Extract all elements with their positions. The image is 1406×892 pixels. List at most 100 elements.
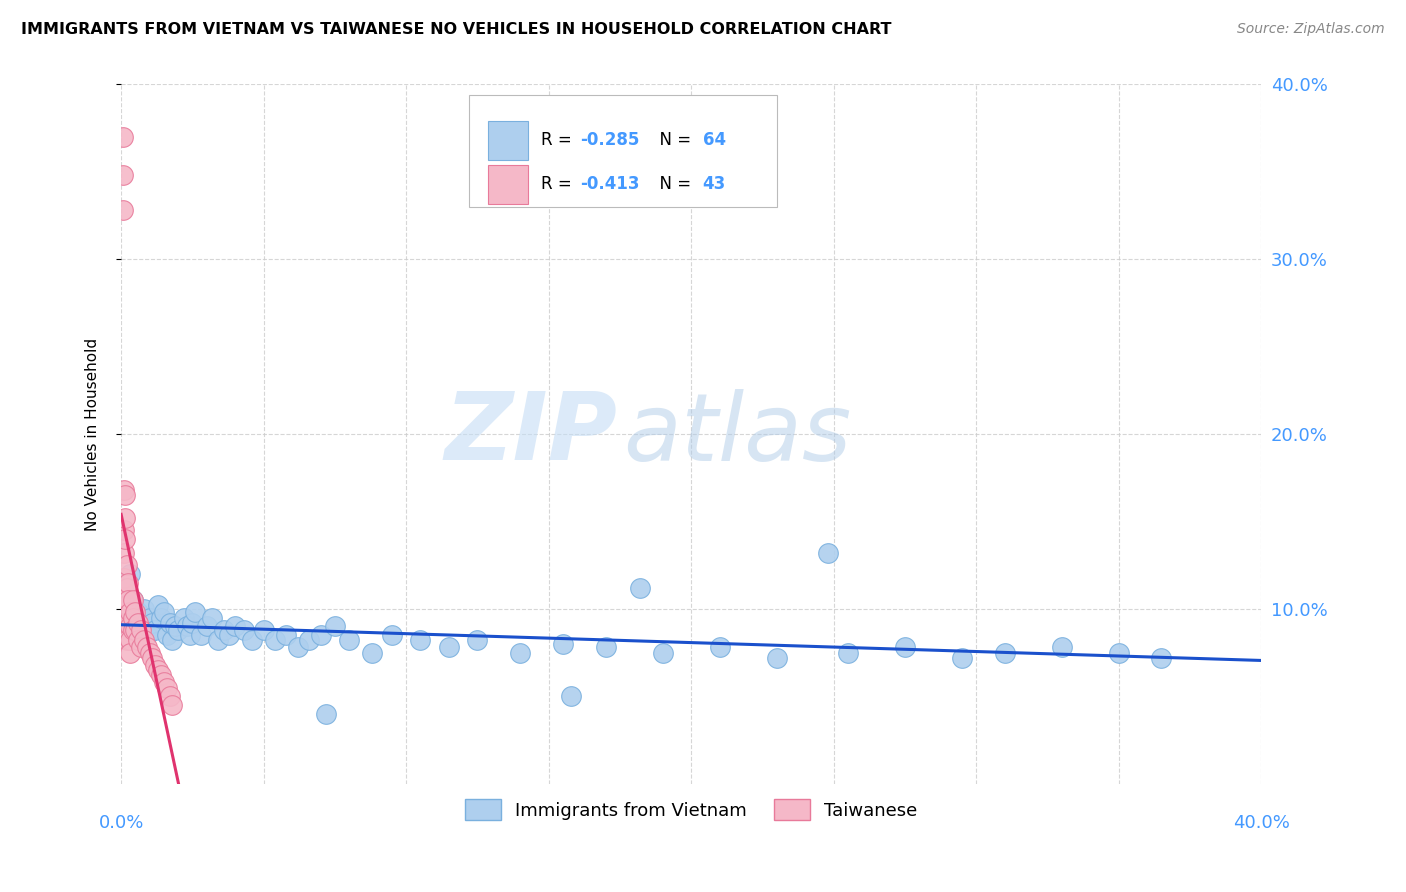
Point — [165, 619, 187, 633]
Point — [651, 646, 673, 660]
Point — [111, 203, 134, 218]
Point — [817, 546, 839, 560]
Point — [115, 633, 138, 648]
Point — [148, 663, 170, 677]
Point — [111, 129, 134, 144]
Point — [162, 633, 184, 648]
Point — [127, 615, 149, 630]
Point — [159, 690, 181, 704]
Point — [129, 615, 152, 630]
Legend: Immigrants from Vietnam, Taiwanese: Immigrants from Vietnam, Taiwanese — [457, 792, 925, 827]
Point — [132, 602, 155, 616]
Point — [112, 584, 135, 599]
Point — [184, 606, 207, 620]
Point — [162, 698, 184, 713]
Point — [709, 640, 731, 655]
Point — [765, 651, 787, 665]
Point — [118, 619, 141, 633]
Point — [115, 611, 138, 625]
Text: atlas: atlas — [623, 389, 851, 480]
Point — [114, 532, 136, 546]
Text: -0.285: -0.285 — [581, 131, 640, 149]
Point — [337, 633, 360, 648]
Point — [135, 628, 157, 642]
Point — [467, 633, 489, 648]
Text: 43: 43 — [703, 176, 725, 194]
Point — [837, 646, 859, 660]
Point — [315, 706, 337, 721]
Point — [287, 640, 309, 655]
Point — [1150, 651, 1173, 665]
Point — [121, 593, 143, 607]
Point — [124, 606, 146, 620]
Point — [207, 633, 229, 648]
FancyBboxPatch shape — [488, 121, 529, 160]
Point — [994, 646, 1017, 660]
Text: Source: ZipAtlas.com: Source: ZipAtlas.com — [1237, 22, 1385, 37]
Point — [628, 581, 651, 595]
Text: 40.0%: 40.0% — [1233, 814, 1289, 832]
Point — [129, 623, 152, 637]
Point — [437, 640, 460, 655]
Point — [298, 633, 321, 648]
Text: 64: 64 — [703, 131, 725, 149]
Point — [124, 623, 146, 637]
Point — [112, 570, 135, 584]
Point — [264, 633, 287, 648]
Point — [118, 646, 141, 660]
Point — [143, 623, 166, 637]
Point — [111, 169, 134, 183]
Point — [153, 606, 176, 620]
Point — [560, 690, 582, 704]
Point — [950, 651, 973, 665]
Point — [173, 611, 195, 625]
Text: N =: N = — [650, 176, 696, 194]
Point — [141, 615, 163, 630]
Point — [218, 628, 240, 642]
Point — [124, 623, 146, 637]
Point — [240, 633, 263, 648]
Point — [309, 628, 332, 642]
Point — [181, 615, 204, 630]
Point — [121, 593, 143, 607]
Point — [115, 615, 138, 630]
Point — [117, 593, 139, 607]
Point — [156, 681, 179, 695]
Point — [114, 488, 136, 502]
Point — [153, 675, 176, 690]
Point — [112, 483, 135, 497]
Point — [112, 593, 135, 607]
FancyBboxPatch shape — [468, 95, 776, 207]
Text: 0.0%: 0.0% — [98, 814, 143, 832]
Point — [176, 619, 198, 633]
Point — [129, 640, 152, 655]
Point — [118, 567, 141, 582]
Point — [190, 628, 212, 642]
Point — [276, 628, 298, 642]
Point — [135, 640, 157, 655]
Point — [1108, 646, 1130, 660]
Point — [1050, 640, 1073, 655]
Point — [114, 511, 136, 525]
Point — [138, 646, 160, 660]
Point — [121, 623, 143, 637]
Point — [232, 623, 254, 637]
Point — [150, 611, 173, 625]
Point — [212, 623, 235, 637]
Point — [132, 633, 155, 648]
Point — [595, 640, 617, 655]
Text: ZIP: ZIP — [444, 388, 617, 480]
Point — [127, 633, 149, 648]
Point — [148, 599, 170, 613]
Point — [143, 657, 166, 672]
Text: -0.413: -0.413 — [581, 176, 640, 194]
Text: R =: R = — [541, 131, 576, 149]
Point — [118, 606, 141, 620]
Point — [117, 575, 139, 590]
Point — [159, 615, 181, 630]
Point — [156, 628, 179, 642]
Point — [167, 623, 190, 637]
Point — [201, 611, 224, 625]
Point — [141, 651, 163, 665]
Point — [112, 546, 135, 560]
